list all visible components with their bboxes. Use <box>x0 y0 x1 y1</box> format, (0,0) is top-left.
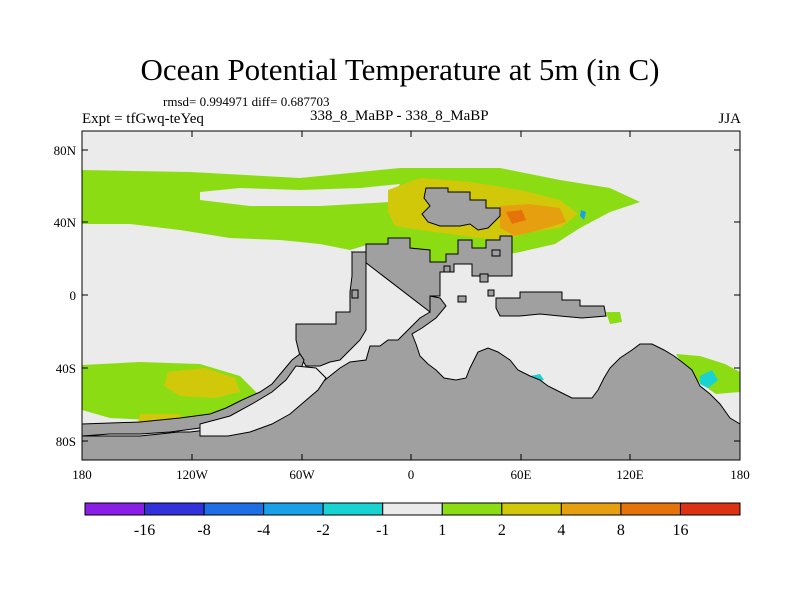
colorbar-box-3 <box>263 502 324 516</box>
land-eurasia-north <box>421 187 501 231</box>
y-tick-40s: 40S <box>56 361 76 376</box>
north-green-gap <box>200 184 400 206</box>
x-tick-120e: 120E <box>616 467 644 482</box>
colorbar-box-9 <box>620 502 681 516</box>
colorbar-box-0 <box>84 502 146 516</box>
period-label: 338_8_MaBP - 338_8_MaBP <box>310 108 489 124</box>
x-tick-180e: 180 <box>730 467 750 482</box>
colorbar-label-8: 8 <box>617 522 625 539</box>
land-east-peninsula <box>495 291 607 319</box>
experiment-label: Expt = tfGwq-teYeq <box>82 111 204 127</box>
colorbar-label-3: -2 <box>317 522 330 539</box>
colorbar-label-4: -1 <box>376 522 389 539</box>
x-tick-180w: 180 <box>72 467 92 482</box>
colorbar-label-6: 2 <box>498 522 506 539</box>
colorbar: -16 -8 -4 -2 -1 1 2 4 8 16 <box>84 502 741 539</box>
cyan-patch-north <box>580 210 586 220</box>
colorbar-box-7 <box>501 502 562 516</box>
y-tick-80n: 80N <box>54 143 77 158</box>
colorbar-label-7: 4 <box>557 522 565 539</box>
map-panel <box>81 130 741 461</box>
y-tick-0: 0 <box>70 288 77 303</box>
south-yellow-patch <box>164 368 240 398</box>
axis-ticks <box>81 131 741 460</box>
land-island-3 <box>487 289 495 297</box>
stats-label: rmsd= 0.994971 diff= 0.687703 <box>163 94 330 109</box>
colorbar-box-10 <box>679 502 741 516</box>
colorbar-box-4 <box>322 502 384 516</box>
colorbar-label-2: -4 <box>257 522 270 539</box>
land-island-4 <box>457 295 467 303</box>
colorbar-box-5 <box>382 502 443 516</box>
colorbar-box-6 <box>441 502 503 516</box>
x-tick-120w: 120W <box>176 467 209 482</box>
southern-channel <box>199 365 327 437</box>
land-island-5 <box>351 289 359 299</box>
x-tick-60w: 60W <box>289 467 315 482</box>
north-red-patch <box>506 210 526 224</box>
colorbar-label-5: 1 <box>438 522 446 539</box>
x-tick-60e: 60E <box>511 467 532 482</box>
colorbar-box-1 <box>144 502 205 516</box>
x-tick-0: 0 <box>408 467 415 482</box>
y-tick-40n: 40N <box>54 215 77 230</box>
colorbar-box-8 <box>560 502 622 516</box>
land-western-block <box>295 251 367 367</box>
land-island-2 <box>479 273 489 283</box>
map-title: Ocean Potential Temperature at 5m (in C) <box>140 52 660 87</box>
equatorial-green-patch <box>606 312 622 324</box>
land-island-7 <box>443 265 451 273</box>
season-label: JJA <box>718 111 741 127</box>
colorbar-label-1: -8 <box>197 522 210 539</box>
y-tick-80s: 80S <box>56 434 76 449</box>
colorbar-label-0: -16 <box>134 522 155 539</box>
cyan-patch-south-2 <box>700 370 718 388</box>
land-island-1 <box>491 249 501 257</box>
continents <box>81 187 741 461</box>
colorbar-box-2 <box>203 502 265 516</box>
colorbar-label-9: 16 <box>672 522 688 539</box>
